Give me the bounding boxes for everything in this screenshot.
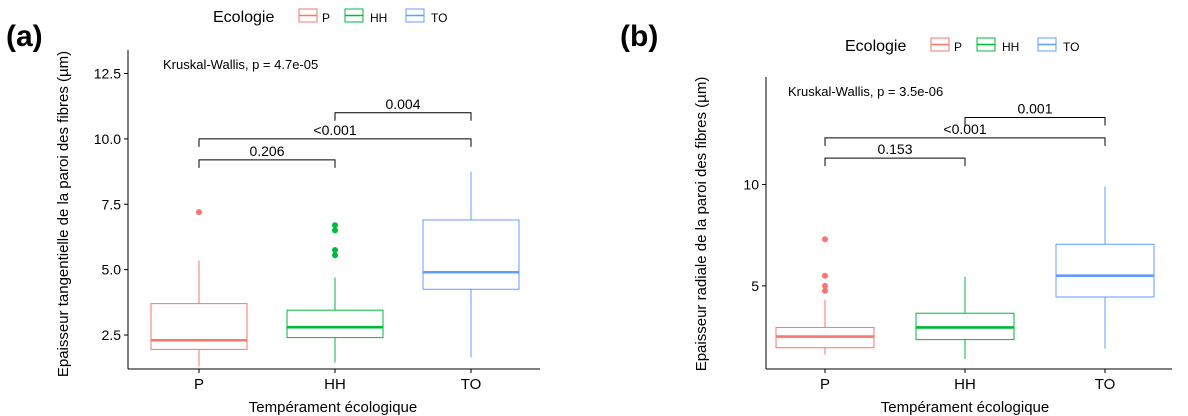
panel-a-legend-label-hh: HH: [370, 11, 387, 25]
panel-b-x-title: Tempérament écologique: [881, 399, 1049, 416]
p-value-label: 0.153: [877, 141, 912, 157]
panel-b-bracket-p-hh: 0.153: [824, 141, 966, 167]
panel-a-box-hh: [286, 222, 384, 363]
panel-b-x-tick-label: HH: [954, 376, 976, 393]
iqr-box: [286, 309, 384, 339]
p-value-label: 0.206: [249, 143, 284, 159]
panel-a-kruskal-wallis: Kruskal-Wallis, p = 4.7e-05: [163, 57, 318, 72]
panel-b-bracket-hh-to: 0.001: [964, 101, 1106, 126]
panel-b-label: (b): [620, 20, 658, 53]
panel-a-plot: 2.5 5.0 7.5 10.0 12.5 P HH TO 0.206 <0.001 0.004: [94, 50, 540, 393]
panel-b-y-title: Epaisseur radiale de la paroi des fibres…: [693, 77, 710, 372]
panel-a-y-tick-label: 5.0: [102, 262, 122, 278]
outlier-point: [332, 227, 338, 234]
panel-b-legend-label-hh: HH: [1002, 40, 1019, 54]
panel-a-x-tick-label: TO: [461, 376, 482, 393]
iqr-box: [1055, 243, 1155, 298]
panel-a-legend-key-to: [405, 8, 425, 23]
panel-b-y-tick-label: 5: [751, 278, 759, 294]
outlier-point: [822, 236, 828, 243]
panel-b-x-tick-label: P: [820, 376, 830, 393]
outlier-point: [332, 252, 338, 259]
bracket-line: [824, 137, 1106, 146]
iqr-box: [422, 219, 520, 290]
panel-a-legend: Ecologie P HH TO: [213, 8, 447, 26]
panel-b-y-tick-label: 10: [743, 176, 759, 192]
bracket-line: [198, 159, 336, 168]
panel-a-legend-key-hh: [344, 8, 364, 23]
panel-a: (a) Ecologie P HH TO Kruskal-Wallis, p =…: [6, 8, 540, 416]
panel-a-bracket-hh-to: 0.004: [334, 96, 472, 121]
panel-a-x-title: Tempérament écologique: [249, 399, 417, 416]
outlier-point: [196, 209, 202, 216]
panel-a-y-tick-label: 7.5: [102, 196, 122, 212]
panel-a-legend-label-p: P: [322, 11, 330, 25]
panel-b-plot: 5 10 P HH TO 0.153 <0.001 0.001: [743, 77, 1172, 393]
outlier-point: [822, 282, 828, 289]
panel-b-legend-key-to: [1037, 37, 1057, 52]
panel-a-legend-label-to: TO: [431, 11, 447, 25]
panel-b-legend-title: Ecologie: [845, 38, 906, 55]
panel-a-y-tick-label: 10.0: [94, 131, 121, 147]
panel-a-x-tick-label: P: [194, 376, 204, 393]
panel-b-legend-label-to: TO: [1063, 40, 1079, 54]
panel-b-legend-key-p: [930, 37, 950, 52]
outlier-point: [822, 287, 828, 294]
iqr-box: [150, 303, 248, 350]
p-value-label: <0.001: [943, 121, 986, 137]
panel-a-box-p: [150, 209, 248, 367]
p-value-label: <0.001: [313, 122, 356, 138]
panel-a-bracket-p-hh: 0.206: [198, 143, 336, 168]
panel-b-bracket-p-to: <0.001: [824, 121, 1106, 146]
panel-b-legend-label-p: P: [954, 40, 962, 54]
bracket-line: [964, 117, 1106, 126]
bracket-line: [198, 138, 472, 147]
p-value-label: 0.001: [1017, 101, 1052, 117]
panel-a-bracket-p-to: <0.001: [198, 122, 472, 147]
panel-a-y-title: Epaisseur tangentielle de la paroi des f…: [55, 51, 72, 377]
panel-a-box-to: [422, 171, 520, 358]
panel-a-legend-title: Ecologie: [213, 9, 274, 26]
outlier-point: [332, 222, 338, 229]
panel-b-box-p: [775, 236, 875, 355]
p-value-label: 0.004: [385, 96, 420, 112]
panel-a-y-tick-label: 12.5: [94, 66, 121, 82]
bracket-line: [824, 157, 966, 167]
bracket-line: [334, 112, 472, 121]
outlier-point: [332, 247, 338, 254]
panel-a-label: (a): [6, 20, 43, 53]
panel-a-y-tick-label: 2.5: [102, 327, 122, 343]
outlier-point: [822, 272, 828, 279]
panel-b-box-hh: [915, 276, 1015, 359]
panel-a-legend-key-p: [298, 8, 318, 23]
panel-b-kruskal-wallis: Kruskal-Wallis, p = 3.5e-06: [788, 84, 943, 99]
panel-a-x-tick-label: HH: [324, 376, 346, 393]
panel-b-x-tick-label: TO: [1095, 376, 1116, 393]
panel-b-legend: Ecologie P HH TO: [845, 37, 1079, 55]
panel-b: (b) Ecologie P HH TO Kruskal-Wallis, p =…: [620, 20, 1172, 416]
panel-b-legend-key-hh: [976, 37, 996, 52]
panel-b-box-to: [1055, 186, 1155, 349]
